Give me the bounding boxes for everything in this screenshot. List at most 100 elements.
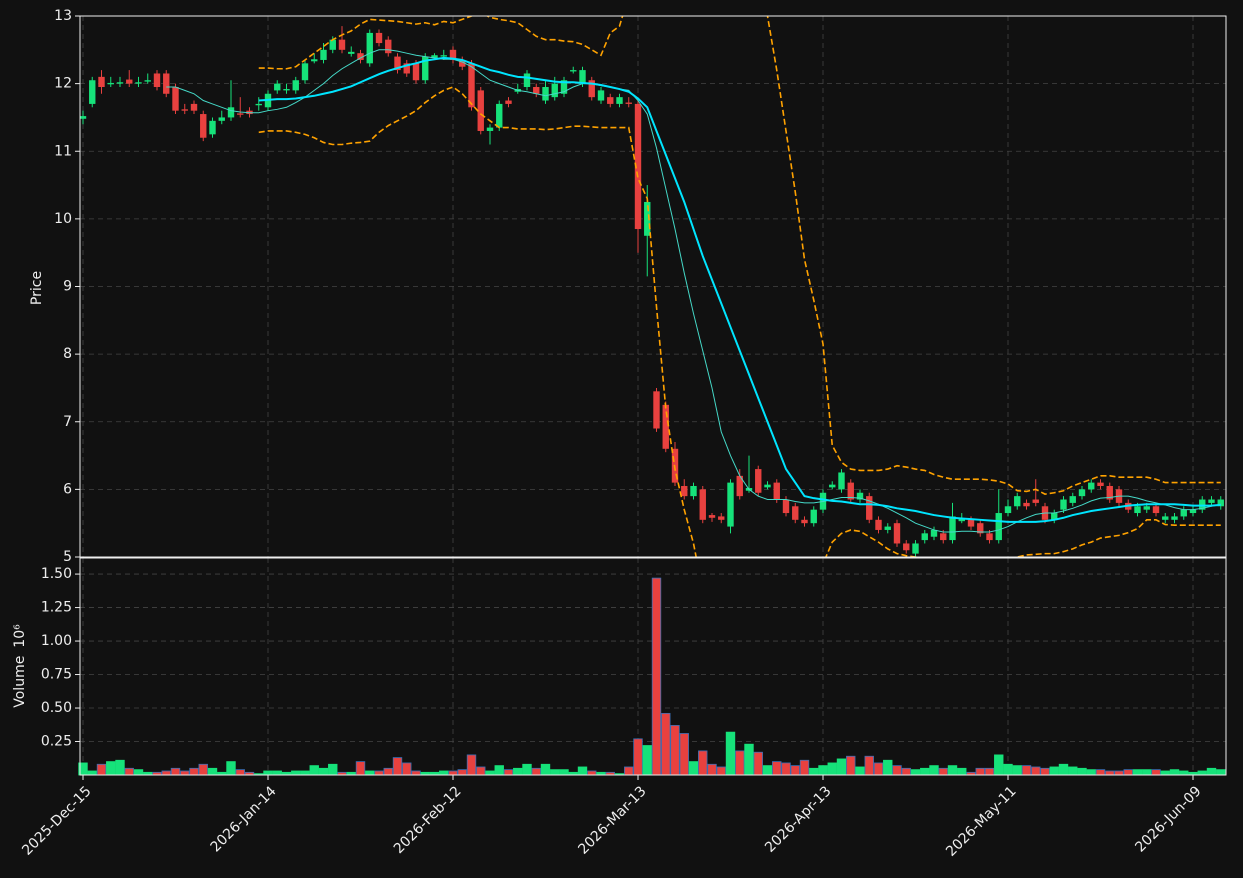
volume-bar [1160,770,1170,776]
candle-body [1199,499,1206,510]
volume-bar [577,766,588,776]
y-tick-label: 1.50 [41,566,72,582]
volume-bar [873,762,884,776]
volume-bar [624,766,634,776]
candle-body [1134,506,1141,514]
candle-body [792,506,799,520]
candle-body [662,404,669,449]
volume-bar [1197,770,1207,776]
volume-label: Volume [12,656,28,708]
volume-bar [318,767,329,776]
volume-bar [1058,763,1069,776]
volume-bar [198,763,208,776]
candle-body [1023,502,1030,507]
volume-bar [994,754,1004,776]
volume-bar [1105,770,1115,776]
plot-area [78,26,1226,776]
candle-body [1014,496,1021,507]
candle-body [551,83,558,98]
volume-frame [79,557,1227,776]
candle-body [357,53,364,60]
candle-body [958,518,965,522]
candle-body [163,73,170,94]
candle-body [181,109,188,111]
volume-bar [226,761,236,776]
y-tick-label: 13 [54,8,72,24]
candle-body [1162,516,1169,520]
candle-body [329,39,336,50]
candle-body [708,515,716,518]
candle-body [126,79,133,84]
candle-body [107,82,114,85]
volume-bar [781,762,791,776]
volume-bar [272,770,282,776]
volume-bar [374,770,384,776]
volume-bar [1142,769,1152,776]
volume-bar [309,765,319,776]
moving-average [166,49,1221,533]
candle-body [283,89,290,91]
candle-body [921,533,928,541]
volume-bar [901,767,911,776]
candle-body [1106,485,1113,500]
candle-body [736,475,743,497]
candle-body [838,472,845,490]
candle-body [1060,499,1067,510]
y-tick-label: 5 [63,549,72,565]
candle-body [801,519,808,524]
candle-body [366,32,373,64]
band-line [258,86,1221,557]
volume-bar [1095,769,1106,776]
candle-body [755,469,762,493]
candle-body [875,519,882,530]
candle-body [634,103,642,230]
candle-body [227,107,235,118]
volume-bar [818,765,828,776]
candle-body [89,80,96,104]
volume-bar [1040,767,1050,776]
candle-body [523,73,531,88]
volume-bar [365,770,375,776]
candle-body [579,70,586,84]
candle-body [1088,482,1095,490]
candle-body [533,87,540,94]
volume-bar [883,759,893,776]
candle-body [690,485,697,497]
candle-body [847,482,854,500]
candle-body [967,519,975,527]
volume-bar [799,759,810,776]
volume-bar [235,769,245,776]
candle-body [468,63,475,108]
candle-body [98,76,105,88]
volume-bar [291,770,301,776]
volume-bar [651,577,662,776]
volume-bar [189,767,199,776]
volume-bar [513,767,523,776]
y-tick-label: 11 [54,143,72,159]
volume-bar [587,770,597,776]
candle-body [190,103,198,111]
candle-body [718,516,725,520]
candle-body [884,526,891,530]
candle-body [459,59,466,67]
volume-bar [1114,770,1124,776]
y-tick-label: 1.25 [41,600,72,616]
volume-bar [975,767,985,776]
candle-body [1078,489,1086,497]
candle-body [1189,509,1197,514]
volume-bar [531,767,541,776]
volume-bar [1021,765,1032,776]
volume-bar [355,761,366,776]
volume-bar [1169,769,1180,776]
volume-bar [957,767,967,776]
volume-bar [984,767,995,776]
volume-bar [161,770,171,776]
volume-bar [392,757,403,776]
candle-body [607,97,614,104]
candle-body [699,489,706,520]
candle-body [764,484,771,488]
y-tick-label: 0.75 [41,667,72,683]
volume-bar [1086,769,1096,776]
candle-body [153,73,161,88]
